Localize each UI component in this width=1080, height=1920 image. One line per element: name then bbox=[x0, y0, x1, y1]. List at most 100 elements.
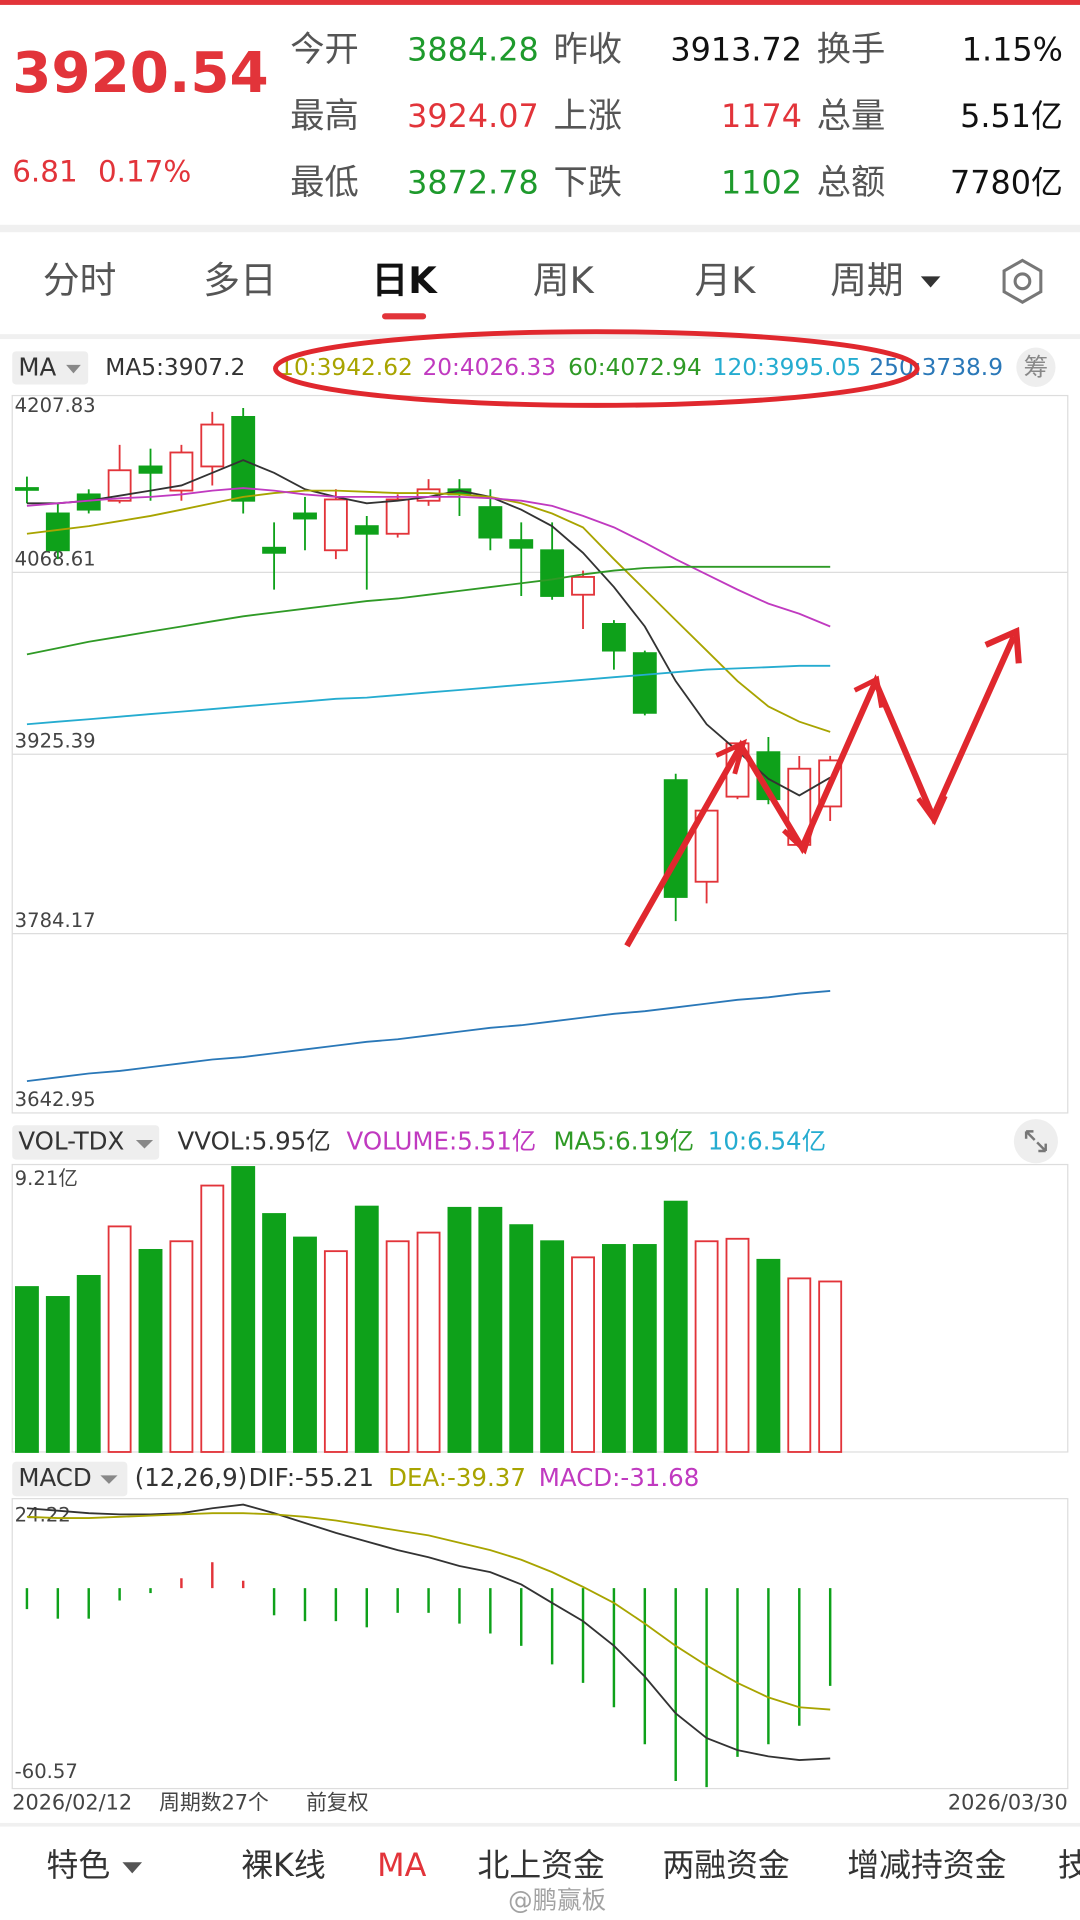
expand-button[interactable] bbox=[1013, 1119, 1058, 1164]
arrow-head bbox=[984, 626, 1022, 664]
volume-bar bbox=[447, 1206, 472, 1453]
start-date: 2026/02/12 bbox=[12, 1790, 132, 1814]
macd-legend: DEA:-39.37 bbox=[388, 1463, 526, 1492]
dropdown-arrow bbox=[920, 276, 941, 288]
stat-value: 3884.28 bbox=[407, 31, 539, 69]
arrow-head bbox=[916, 794, 948, 826]
macd-params: (12,26,9) bbox=[135, 1463, 248, 1492]
dropdown-arrow bbox=[135, 1139, 154, 1149]
ma-legend: 60:4072.94 bbox=[568, 354, 702, 381]
candle-body bbox=[540, 549, 565, 597]
toolbar-item[interactable]: 技 bbox=[1058, 1846, 1080, 1884]
candle-body bbox=[354, 525, 379, 535]
dropdown-arrow bbox=[122, 1862, 143, 1874]
volume-panel bbox=[11, 1163, 1069, 1453]
volume-bar bbox=[14, 1286, 39, 1453]
y-tick-label: 4207.83 bbox=[15, 394, 96, 417]
macd-line bbox=[26, 1512, 831, 1711]
separator bbox=[0, 1822, 1080, 1827]
stat-value: 1174 bbox=[721, 97, 802, 135]
volume-bar bbox=[601, 1244, 626, 1453]
price-change: 6.81 bbox=[12, 155, 77, 189]
stat-value: 3872.78 bbox=[407, 163, 539, 201]
chip-button[interactable] bbox=[1016, 347, 1056, 387]
candle-body bbox=[45, 512, 70, 552]
candle-body bbox=[293, 512, 317, 520]
volume-bar bbox=[385, 1240, 410, 1453]
ma-line bbox=[26, 664, 831, 726]
tab[interactable]: 月K bbox=[694, 259, 756, 302]
macd-panel bbox=[11, 1498, 1069, 1790]
volume-bar bbox=[45, 1296, 70, 1453]
tab[interactable]: 周期 bbox=[830, 259, 903, 302]
volume-bar bbox=[107, 1225, 132, 1453]
chart-layers: 3920.54 6.81 0.17% 今开 3884.28 昨收 3913.72 换手 1.15… bbox=[12, 30, 1080, 1915]
volume-bar bbox=[416, 1231, 441, 1453]
volume-bar bbox=[231, 1166, 256, 1453]
ma-legend: 250:3738.9 bbox=[869, 354, 1003, 381]
tab[interactable]: 周K bbox=[533, 259, 595, 302]
stat-label: 下跌 bbox=[553, 163, 622, 203]
candle-body bbox=[262, 546, 287, 554]
settings-icon bbox=[1013, 272, 1032, 291]
toolbar-item[interactable]: 特色 bbox=[47, 1846, 111, 1884]
stat-label: 今开 bbox=[290, 30, 359, 70]
vol-legend: 10:6.54亿 bbox=[708, 1126, 826, 1155]
toolbar-item[interactable]: 增减持资金 bbox=[847, 1846, 1006, 1884]
ma-selector[interactable] bbox=[12, 351, 89, 385]
stat-label: 上涨 bbox=[553, 96, 622, 136]
separator bbox=[0, 334, 1080, 340]
stat-value: 1102 bbox=[721, 163, 802, 201]
volume-bar bbox=[632, 1244, 657, 1453]
adjust-mode: 前复权 bbox=[306, 1790, 369, 1814]
settings-icon[interactable] bbox=[1002, 258, 1043, 304]
candle-body bbox=[14, 487, 39, 491]
macd-legend: MACD:-31.68 bbox=[539, 1463, 700, 1492]
vol-selector[interactable] bbox=[12, 1125, 160, 1160]
annotation-oval bbox=[273, 329, 920, 408]
macd-line bbox=[26, 1503, 831, 1761]
toolbar-item[interactable]: 裸K线 bbox=[241, 1846, 326, 1884]
candle-body bbox=[571, 576, 595, 596]
candle-body bbox=[107, 469, 132, 502]
toolbar-item[interactable]: 两融资金 bbox=[662, 1846, 789, 1884]
stat-label: 最低 bbox=[290, 163, 359, 203]
volume-bar bbox=[293, 1236, 317, 1453]
separator bbox=[0, 224, 1080, 233]
volume-bar bbox=[725, 1237, 750, 1453]
macd-selector-label[interactable]: MACD bbox=[18, 1463, 91, 1492]
ma-line bbox=[26, 565, 831, 656]
ma-selector-label[interactable]: MA bbox=[18, 352, 56, 381]
stat-label: 总量 bbox=[817, 96, 886, 136]
price-change-pct: 0.17% bbox=[98, 155, 191, 189]
arrow-head bbox=[781, 822, 816, 855]
last-price: 3920.54 bbox=[12, 41, 269, 106]
tab[interactable]: 日K bbox=[371, 259, 438, 302]
tab[interactable]: 多日 bbox=[203, 259, 276, 302]
volume-bar bbox=[663, 1200, 688, 1453]
toolbar-item[interactable]: MA bbox=[377, 1846, 426, 1884]
stat-value: 7780亿 bbox=[950, 163, 1063, 201]
candle-body bbox=[601, 623, 626, 652]
vol-selector-label[interactable]: VOL-TDX bbox=[18, 1126, 124, 1155]
ma-legend: 10:3942.62 bbox=[279, 354, 413, 381]
volume-bar bbox=[540, 1240, 565, 1453]
y-tick-label: 3642.95 bbox=[15, 1088, 96, 1111]
toolbar-item[interactable]: 北上资金 bbox=[478, 1846, 605, 1884]
stat-value: 3924.07 bbox=[407, 97, 539, 135]
candle-body bbox=[138, 465, 163, 474]
tab[interactable]: 分时 bbox=[43, 259, 116, 302]
vol-legend: VVOL:5.95亿 bbox=[178, 1126, 331, 1155]
watermark: @鹏赢板 bbox=[508, 1886, 606, 1915]
macd-selector[interactable] bbox=[12, 1461, 128, 1497]
volume-bar bbox=[323, 1250, 348, 1453]
y-tick-label: 3925.39 bbox=[15, 729, 96, 752]
y-tick-label: 9.21亿 bbox=[15, 1167, 78, 1190]
period-count: 周期数27个 bbox=[159, 1790, 269, 1814]
chip-label[interactable]: 筹 bbox=[1024, 352, 1048, 381]
volume-bar bbox=[787, 1277, 812, 1453]
dropdown-arrow bbox=[66, 364, 81, 374]
macd-legend: DIF:-55.21 bbox=[249, 1463, 374, 1492]
candle-body bbox=[169, 451, 194, 492]
